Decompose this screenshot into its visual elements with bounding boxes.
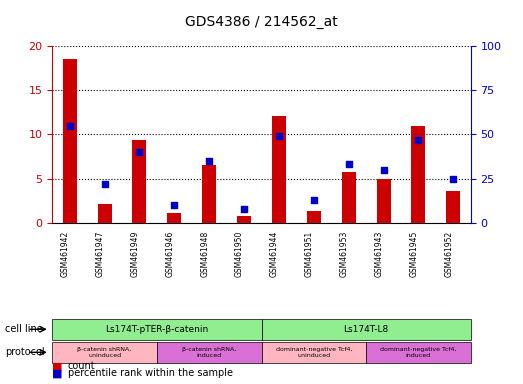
Bar: [132, 140, 146, 223]
Text: GSM461943: GSM461943: [374, 230, 383, 277]
Bar: [202, 166, 216, 223]
Point: [240, 205, 248, 212]
Text: ■: ■: [52, 368, 63, 378]
Point: [310, 197, 318, 203]
Bar: [237, 216, 251, 223]
Text: cell line: cell line: [5, 324, 43, 334]
Text: GSM461951: GSM461951: [305, 230, 314, 276]
Bar: [63, 59, 77, 223]
Text: Ls174T-L8: Ls174T-L8: [344, 325, 389, 334]
Bar: [167, 213, 181, 223]
Bar: [446, 191, 460, 223]
Bar: [98, 204, 111, 223]
Bar: [377, 179, 391, 223]
Text: percentile rank within the sample: percentile rank within the sample: [68, 368, 233, 378]
Point: [65, 122, 74, 129]
Text: count: count: [68, 361, 96, 371]
Text: GSM461947: GSM461947: [96, 230, 105, 277]
Bar: [307, 211, 321, 223]
Point: [449, 175, 458, 182]
Point: [275, 133, 283, 139]
Text: GSM461950: GSM461950: [235, 230, 244, 277]
Point: [414, 137, 423, 143]
Text: GSM461949: GSM461949: [130, 230, 140, 277]
Text: protocol: protocol: [5, 347, 45, 358]
Point: [135, 149, 144, 155]
Bar: [342, 172, 356, 223]
Bar: [272, 116, 286, 223]
Text: GSM461945: GSM461945: [410, 230, 418, 277]
Text: GSM461953: GSM461953: [339, 230, 349, 277]
Point: [379, 167, 388, 173]
Point: [100, 181, 109, 187]
Text: ■: ■: [52, 361, 63, 371]
Text: dominant-negative Tcf4,
induced: dominant-negative Tcf4, induced: [380, 347, 457, 358]
Point: [170, 202, 178, 208]
Text: β-catenin shRNA,
induced: β-catenin shRNA, induced: [182, 347, 236, 358]
Text: GSM461946: GSM461946: [165, 230, 174, 277]
Text: GSM461948: GSM461948: [200, 230, 209, 276]
Point: [345, 161, 353, 167]
Text: GSM461944: GSM461944: [270, 230, 279, 277]
Text: β-catenin shRNA,
uninduced: β-catenin shRNA, uninduced: [77, 347, 132, 358]
Bar: [412, 126, 425, 223]
Point: [205, 158, 213, 164]
Text: GDS4386 / 214562_at: GDS4386 / 214562_at: [185, 15, 338, 29]
Text: dominant-negative Tcf4,
uninduced: dominant-negative Tcf4, uninduced: [276, 347, 352, 358]
Text: GSM461942: GSM461942: [61, 230, 70, 276]
Text: GSM461952: GSM461952: [444, 230, 453, 276]
Text: Ls174T-pTER-β-catenin: Ls174T-pTER-β-catenin: [105, 325, 209, 334]
